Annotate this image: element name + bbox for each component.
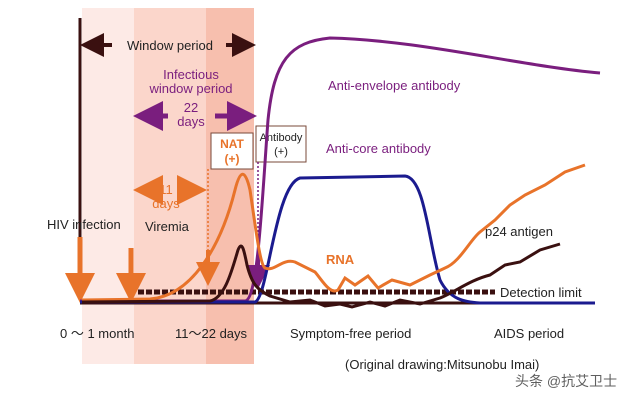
antibody-label: Antibody [260,132,303,144]
window-period-label: Window period [127,38,213,53]
p24-antigen-label: p24 antigen [485,224,553,239]
days22-number: 22 [184,100,198,115]
hiv-infection-label: HIV infection [47,217,121,232]
credit-text: (Original drawing:Mitsunobu Imai) [345,357,539,372]
infectious-window-label-2: window period [148,81,232,96]
antibody-plus: (+) [274,146,288,158]
anti-core-label: Anti-core antibody [326,141,431,156]
anti-core-curve [80,174,595,305]
infectious-window-label-1: Infectious [163,67,219,82]
nat-label: NAT [220,137,244,151]
x-label-11-22-days: 11～22 days [175,326,248,341]
anti-envelope-label: Anti-envelope antibody [328,78,461,93]
band-window-early [82,8,134,364]
x-label-aids: AIDS period [494,326,564,341]
viremia-label: Viremia [145,219,190,234]
rna-label: RNA [326,252,355,267]
detection-limit-label: Detection limit [500,285,582,300]
p24-antigen-curve [81,242,561,309]
nat-plus: (+) [225,152,240,166]
x-label-0-1-month: 0 ～ 1 month [60,326,134,341]
watermark-text: 头条 @抗艾卫士 [515,373,617,389]
days22-unit: days [177,114,205,129]
band-nat [206,8,254,364]
antibody-box [255,125,307,163]
nat-box [210,132,254,170]
rna-curve [81,163,586,302]
days11-number: 11 [159,182,173,197]
x-label-symptom-free: Symptom-free period [290,326,411,341]
days11-unit: days [152,196,180,211]
